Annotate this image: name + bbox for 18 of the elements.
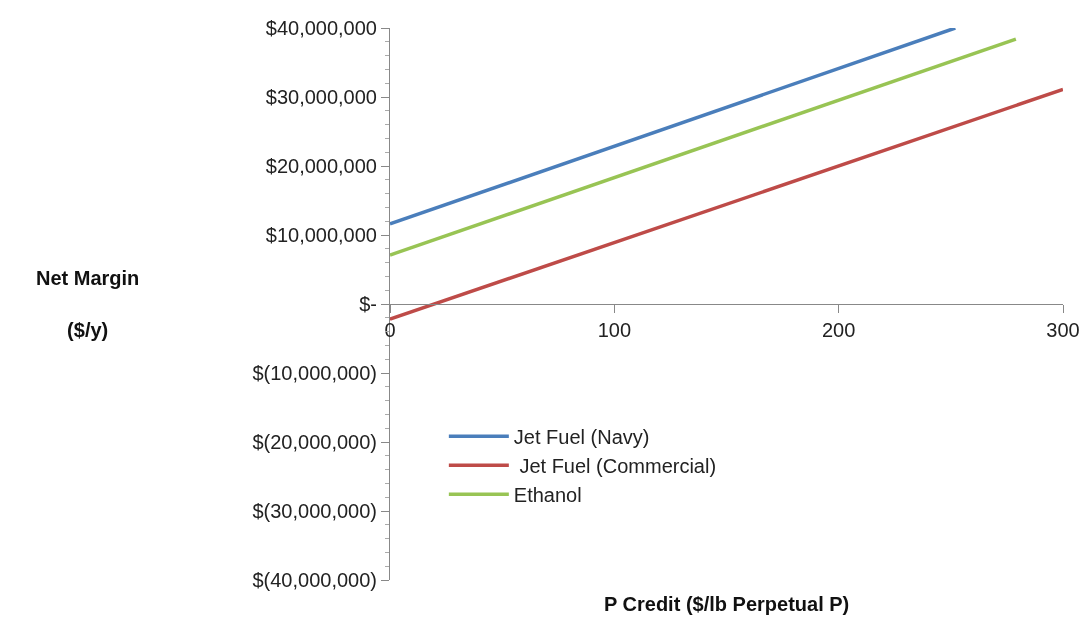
- y-tick-label: $(40,000,000): [252, 569, 377, 591]
- y-tick-label: $10,000,000: [265, 224, 377, 246]
- y-tick-label: $(10,000,000): [252, 362, 377, 384]
- x-tick-label: 0: [384, 319, 396, 341]
- x-axis-title: P Credit ($/lb Perpetual P): [604, 593, 850, 615]
- y-tick-label: $(20,000,000): [252, 431, 377, 453]
- y-tick-label: $(30,000,000): [252, 500, 377, 522]
- y-tick-label: $-: [359, 293, 377, 315]
- x-tick-label: 200: [821, 319, 856, 341]
- y-tick-label: $30,000,000: [265, 86, 377, 108]
- legend-label: Jet Fuel (Commercial): [513, 455, 717, 478]
- x-tick-label: 300: [1046, 319, 1080, 341]
- legend-label: Ethanol: [513, 484, 582, 507]
- y-tick-label: $40,000,000: [265, 17, 377, 39]
- text: Net Margin ($/y): [36, 267, 140, 341]
- y-tick-label: $20,000,000: [265, 155, 377, 177]
- legend-label: Jet Fuel (Navy): [513, 426, 650, 449]
- x-tick-label: 100: [597, 319, 632, 341]
